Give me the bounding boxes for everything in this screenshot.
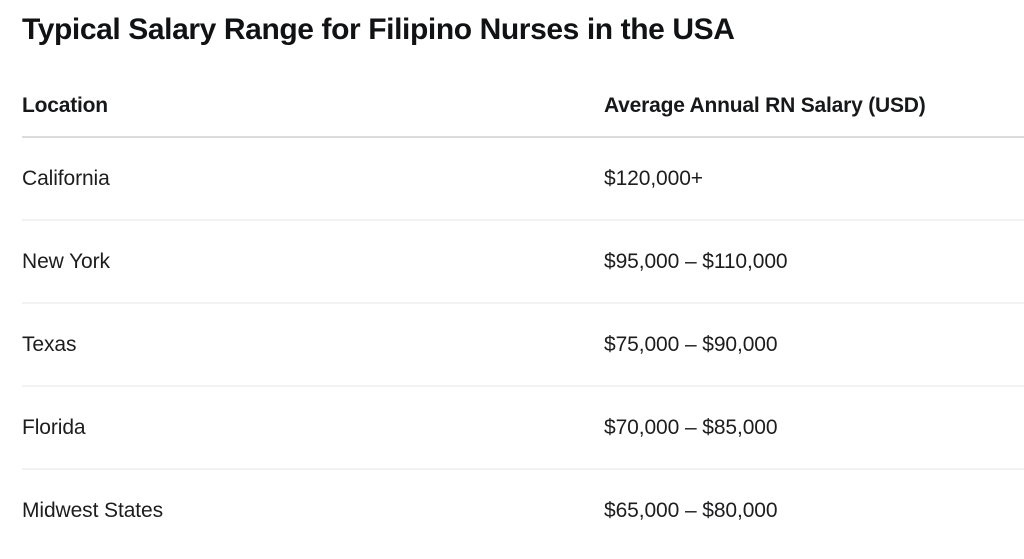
location-cell: Texas xyxy=(22,332,77,356)
table-header-row: Location Average Annual RN Salary (USD) xyxy=(22,48,1024,138)
salary-cell: $65,000 – $80,000 xyxy=(604,498,778,522)
salary-cell: $95,000 – $110,000 xyxy=(604,249,788,273)
salary-cell: $70,000 – $85,000 xyxy=(604,415,778,439)
salary-table: Location Average Annual RN Salary (USD) … xyxy=(22,48,1024,551)
location-cell: California xyxy=(22,166,110,190)
salary-cell: $120,000+ xyxy=(604,166,703,190)
location-cell: Midwest States xyxy=(22,498,163,522)
table-row: Midwest States $65,000 – $80,000 xyxy=(22,470,1024,551)
table-row: Texas $75,000 – $90,000 xyxy=(22,304,1024,387)
column-header-salary: Average Annual RN Salary (USD) xyxy=(604,94,926,117)
location-cell: Florida xyxy=(22,415,86,439)
location-cell: New York xyxy=(22,249,110,273)
table-row: New York $95,000 – $110,000 xyxy=(22,221,1024,304)
page-title: Typical Salary Range for Filipino Nurses… xyxy=(22,13,735,46)
table-row: Florida $70,000 – $85,000 xyxy=(22,387,1024,470)
table-row: California $120,000+ xyxy=(22,138,1024,221)
column-header-location: Location xyxy=(22,94,108,117)
salary-cell: $75,000 – $90,000 xyxy=(604,332,778,356)
